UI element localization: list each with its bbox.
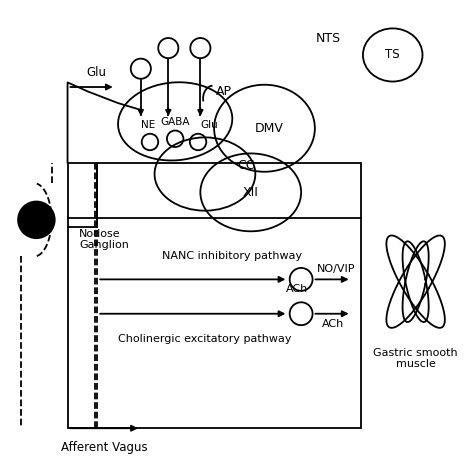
Text: NTS: NTS bbox=[316, 33, 341, 45]
Bar bbox=[67, 163, 361, 428]
Text: ACh: ACh bbox=[285, 284, 308, 294]
Text: Glu: Glu bbox=[86, 66, 106, 79]
Text: Glu: Glu bbox=[201, 120, 219, 131]
Text: TS: TS bbox=[385, 49, 400, 61]
Text: GABA: GABA bbox=[160, 117, 190, 127]
Text: DMV: DMV bbox=[255, 122, 283, 135]
Text: AP: AP bbox=[217, 85, 232, 98]
Text: Gastric smooth: Gastric smooth bbox=[374, 348, 458, 358]
Text: CC: CC bbox=[237, 159, 255, 172]
Text: Nodose: Nodose bbox=[79, 229, 120, 239]
Text: NANC inhibitory pathway: NANC inhibitory pathway bbox=[163, 251, 302, 262]
Circle shape bbox=[18, 202, 55, 238]
Text: Afferent Vagus: Afferent Vagus bbox=[61, 441, 147, 454]
Text: muscle: muscle bbox=[396, 359, 436, 369]
Text: Ganglion: Ganglion bbox=[79, 240, 129, 250]
Text: NO/VIP: NO/VIP bbox=[317, 264, 356, 274]
Text: XII: XII bbox=[243, 186, 259, 199]
Text: Cholinergic excitatory pathway: Cholinergic excitatory pathway bbox=[118, 334, 292, 344]
Text: ACh: ACh bbox=[322, 319, 344, 329]
Text: NE: NE bbox=[141, 120, 155, 131]
